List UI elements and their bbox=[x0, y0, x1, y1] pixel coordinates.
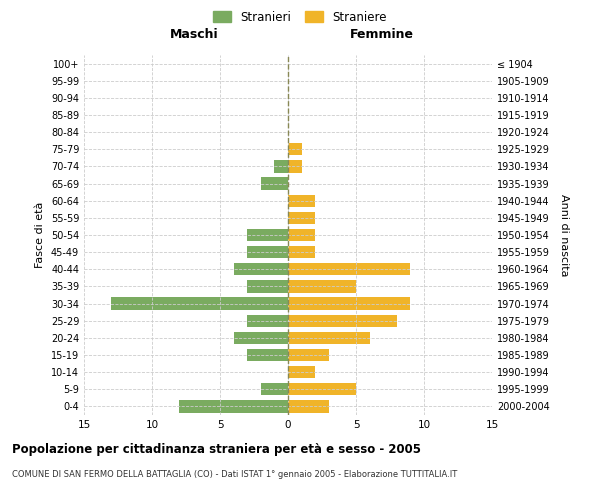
Text: Maschi: Maschi bbox=[170, 28, 218, 40]
Text: COMUNE DI SAN FERMO DELLA BATTAGLIA (CO) - Dati ISTAT 1° gennaio 2005 - Elaboraz: COMUNE DI SAN FERMO DELLA BATTAGLIA (CO)… bbox=[12, 470, 457, 479]
Bar bbox=[288, 366, 315, 378]
Bar bbox=[288, 314, 397, 327]
Legend: Stranieri, Straniere: Stranieri, Straniere bbox=[208, 6, 392, 28]
Bar bbox=[288, 263, 410, 276]
Bar bbox=[179, 400, 288, 412]
Y-axis label: Anni di nascita: Anni di nascita bbox=[559, 194, 569, 276]
Bar bbox=[261, 178, 288, 190]
Bar bbox=[261, 383, 288, 396]
Bar bbox=[233, 332, 288, 344]
Bar bbox=[288, 143, 302, 156]
Bar bbox=[288, 400, 329, 412]
Bar bbox=[288, 349, 329, 361]
Bar bbox=[288, 383, 356, 396]
Bar bbox=[288, 160, 302, 172]
Bar bbox=[288, 194, 315, 207]
Text: Popolazione per cittadinanza straniera per età e sesso - 2005: Popolazione per cittadinanza straniera p… bbox=[12, 442, 421, 456]
Bar bbox=[288, 212, 315, 224]
Bar bbox=[288, 332, 370, 344]
Bar bbox=[288, 246, 315, 258]
Bar bbox=[274, 160, 288, 172]
Bar bbox=[247, 314, 288, 327]
Bar bbox=[247, 349, 288, 361]
Y-axis label: Fasce di età: Fasce di età bbox=[35, 202, 45, 268]
Text: Femmine: Femmine bbox=[350, 28, 414, 40]
Bar bbox=[247, 280, 288, 292]
Bar bbox=[247, 246, 288, 258]
Bar bbox=[233, 263, 288, 276]
Bar bbox=[288, 229, 315, 241]
Bar bbox=[247, 229, 288, 241]
Bar bbox=[288, 298, 410, 310]
Bar bbox=[111, 298, 288, 310]
Bar bbox=[288, 280, 356, 292]
